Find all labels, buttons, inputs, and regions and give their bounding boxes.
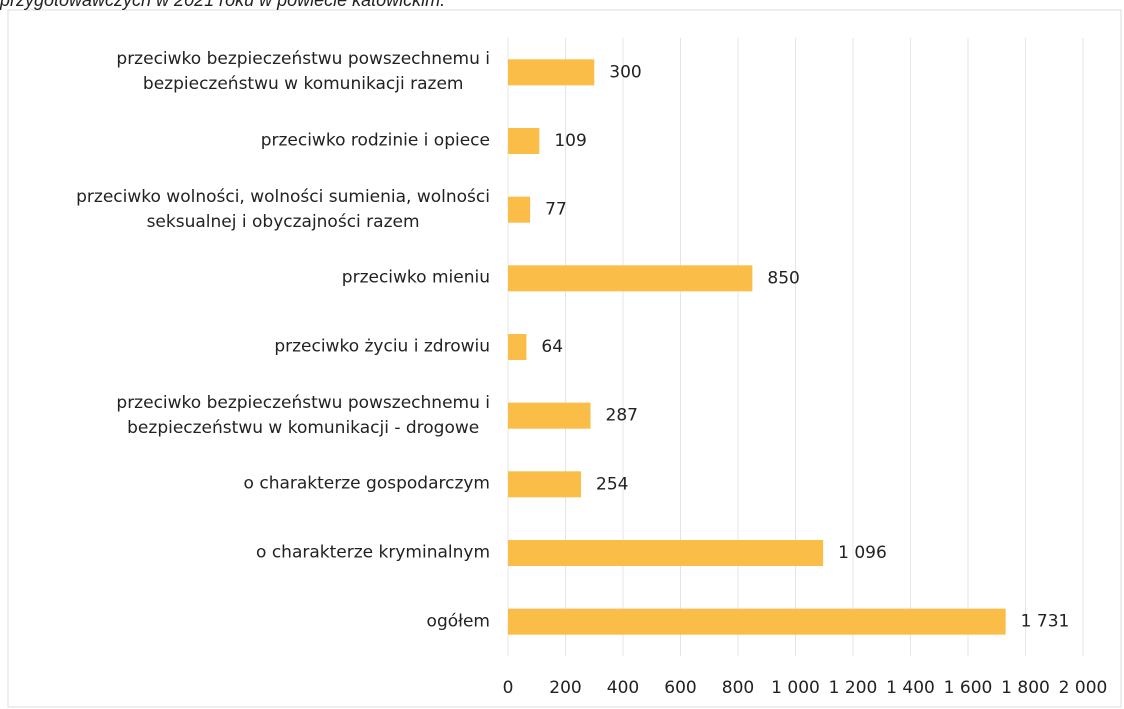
x-tick-label: 1 400 [886,678,935,698]
bar [508,471,582,498]
bar [508,59,595,86]
data-label: 1 731 [1021,612,1070,632]
data-label: 109 [554,131,586,151]
y-tick-label: ogółem [426,611,490,632]
y-tick-label: przeciwko życiu i zdrowiu [274,336,490,357]
chart-title: przygotowawczych w 2021 roku w powiecie … [0,0,446,10]
y-tick-label: o charakterze kryminalnym [256,542,490,563]
bar [508,334,527,360]
data-label: 1 096 [838,543,887,563]
bar [508,402,591,429]
y-tick-label: przeciwko wolności, wolności sumienia, w… [76,186,490,232]
data-label: 287 [606,406,638,426]
bar [508,608,1006,635]
x-tick-label: 1 800 [1001,678,1050,698]
data-label: 850 [767,268,799,288]
x-tick-label: 1 200 [829,678,878,698]
data-label: 254 [596,474,628,494]
data-label: 64 [541,337,563,357]
y-tick-label: o charakterze gospodarczym [243,473,490,494]
x-tick-label: 0 [503,678,514,698]
x-tick-label: 1 600 [944,678,993,698]
x-tick-label: 200 [549,678,581,698]
x-tick-label: 600 [664,678,696,698]
bar [508,265,753,292]
y-tick-label: przeciwko bezpieczeństwu powszechnemu i … [116,392,490,438]
bar [508,540,824,566]
data-label: 300 [609,62,641,82]
x-tick-label: 800 [722,678,754,698]
y-tick-label: przeciwko rodzinie i opiece [260,130,490,151]
x-tick-label: 400 [607,678,639,698]
x-tick-label: 2 000 [1059,678,1108,698]
bar [508,196,531,223]
data-label: 77 [545,200,567,220]
bar [508,128,540,154]
y-tick-label: przeciwko bezpieczeństwu powszechnemu i … [116,49,490,95]
y-tick-label: przeciwko mieniu [341,267,490,288]
chart-frame [7,9,1122,708]
x-tick-label: 1 000 [771,678,820,698]
